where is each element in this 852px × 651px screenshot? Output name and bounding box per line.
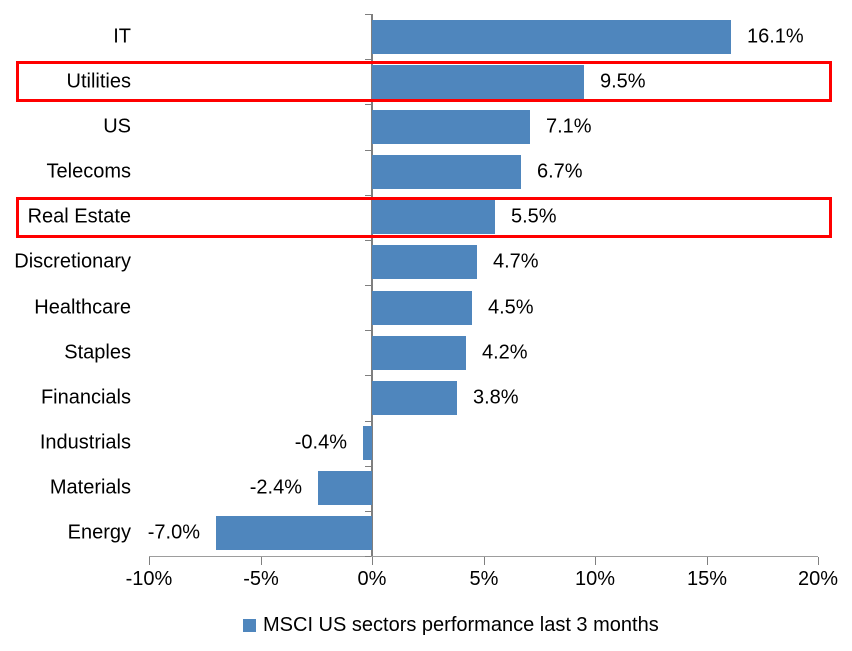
bar bbox=[372, 245, 477, 279]
x-axis-line bbox=[149, 556, 818, 557]
category-axis-tick bbox=[365, 556, 371, 557]
category-label: Energy bbox=[67, 521, 131, 544]
category-label: Financials bbox=[40, 386, 131, 409]
value-label: 4.5% bbox=[488, 296, 534, 319]
category-label: Discretionary bbox=[14, 250, 131, 273]
value-label: 16.1% bbox=[747, 25, 804, 48]
bar bbox=[372, 65, 584, 99]
x-axis-tick-label: 5% bbox=[469, 568, 499, 590]
x-axis-tick-label: 0% bbox=[357, 568, 387, 590]
x-axis-tick-label: 20% bbox=[797, 568, 839, 590]
bar bbox=[372, 336, 466, 370]
bar bbox=[372, 291, 472, 325]
value-label: -0.4% bbox=[294, 431, 347, 454]
highlight-box-utilities bbox=[16, 61, 832, 102]
x-axis-tick bbox=[484, 557, 485, 565]
category-axis-tick bbox=[365, 285, 371, 286]
bar bbox=[372, 200, 495, 234]
category-axis-tick bbox=[365, 375, 371, 376]
category-label: Real Estate bbox=[27, 205, 131, 228]
value-label: 9.5% bbox=[600, 70, 646, 93]
category-axis-tick bbox=[365, 104, 371, 105]
bar bbox=[372, 155, 521, 189]
x-axis-tick bbox=[261, 557, 262, 565]
category-label: Telecoms bbox=[46, 160, 131, 183]
category-axis-tick bbox=[365, 330, 371, 331]
x-axis-tick bbox=[595, 557, 596, 565]
x-axis-tick-label: 10% bbox=[574, 568, 616, 590]
bar bbox=[372, 20, 731, 54]
bar bbox=[215, 516, 372, 550]
value-label: -7.0% bbox=[147, 521, 200, 544]
category-label: IT bbox=[113, 25, 131, 48]
category-axis-tick bbox=[365, 421, 371, 422]
legend-label: MSCI US sectors performance last 3 month… bbox=[263, 613, 659, 636]
x-axis-tick bbox=[372, 557, 373, 565]
category-axis-tick bbox=[365, 511, 371, 512]
value-label: -2.4% bbox=[249, 476, 302, 499]
category-label: Utilities bbox=[66, 70, 131, 93]
value-label: 5.5% bbox=[511, 205, 557, 228]
category-axis-tick bbox=[365, 14, 371, 15]
bar bbox=[363, 426, 373, 460]
category-axis-tick bbox=[365, 150, 371, 151]
legend: MSCI US sectors performance last 3 month… bbox=[243, 613, 659, 637]
x-axis-tick-label: -5% bbox=[243, 568, 279, 590]
category-axis-tick bbox=[365, 240, 371, 241]
x-axis-tick-label: 15% bbox=[686, 568, 728, 590]
category-axis-tick bbox=[365, 195, 371, 196]
x-axis-tick bbox=[818, 557, 819, 565]
value-label: 4.7% bbox=[493, 250, 539, 273]
category-axis-line bbox=[371, 14, 373, 556]
category-label: Industrials bbox=[39, 431, 131, 454]
category-label: Materials bbox=[49, 476, 131, 499]
category-axis-tick bbox=[365, 466, 371, 467]
value-label: 3.8% bbox=[473, 386, 519, 409]
category-label: Healthcare bbox=[34, 296, 131, 319]
x-axis-tick bbox=[149, 557, 150, 565]
x-axis-tick bbox=[707, 557, 708, 565]
category-label: US bbox=[103, 115, 131, 138]
category-axis-tick bbox=[365, 59, 371, 60]
value-label: 6.7% bbox=[537, 160, 583, 183]
legend-square-icon bbox=[243, 618, 256, 632]
bar bbox=[372, 110, 530, 144]
value-label: 7.1% bbox=[546, 115, 592, 138]
highlight-box-real-estate bbox=[16, 197, 832, 238]
category-label: Staples bbox=[64, 341, 131, 364]
value-label: 4.2% bbox=[482, 341, 528, 364]
x-axis-tick-label: -10% bbox=[125, 568, 173, 590]
bar bbox=[318, 471, 373, 505]
bar bbox=[372, 381, 457, 415]
